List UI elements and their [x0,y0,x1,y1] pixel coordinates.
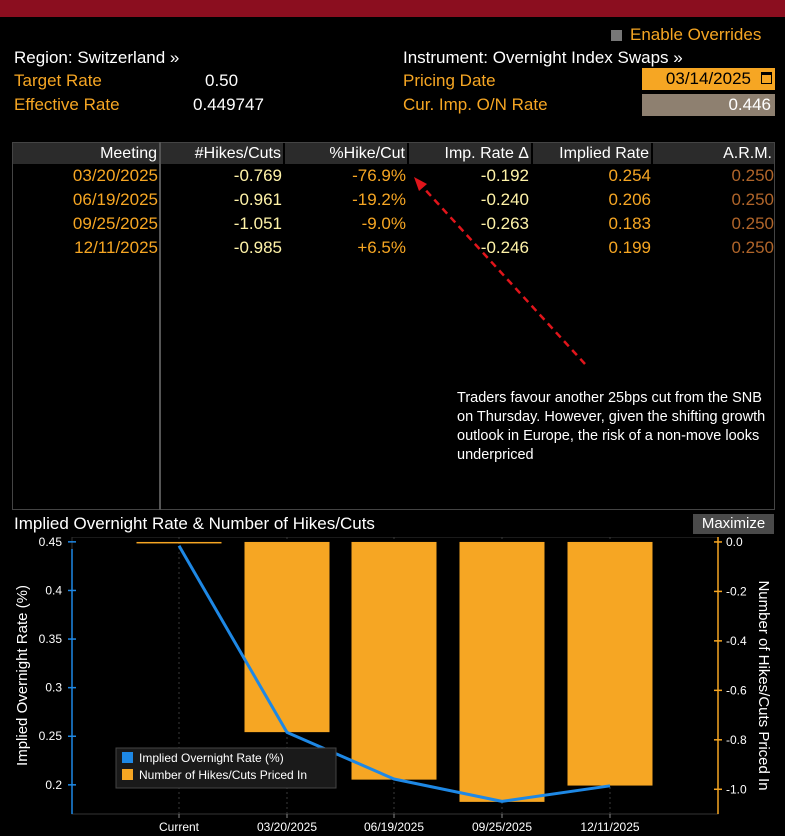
table-header-row: Meeting #Hikes/Cuts %Hike/Cut Imp. Rate … [13,143,774,164]
pricing-date-label: Pricing Date [403,71,496,90]
hikes-cuts-bar [136,541,222,544]
table-cell-implied: 0.206 [608,190,651,209]
right-tick-label: 0.0 [726,537,743,549]
left-tick-label: 0.2 [45,778,62,792]
table-cell-arm: 0.250 [731,214,774,233]
table-cell-pct: -19.2% [352,190,406,209]
hikes-cuts-bar [351,541,437,780]
col-implied-rate-header[interactable]: Implied Rate [533,143,651,164]
chart-legend [115,747,337,789]
column-divider [159,142,161,510]
table-cell-meeting[interactable]: 03/20/2025 [72,166,158,185]
right-tick-label: -0.2 [726,584,747,598]
instrument-selector[interactable]: Instrument: Overnight Index Swaps » [403,48,683,67]
enable-overrides-checkbox[interactable]: Enable Overrides [611,25,761,45]
table-cell-hikes: -0.769 [233,166,282,185]
region-selector[interactable]: Region: Switzerland » [14,48,180,67]
rate-chart: 0.45 0.4 0.35 0.3 0.25 0.2 0.0 -0.2 -0.4 -0.6 -0.8… [14,537,772,834]
table-cell-meeting[interactable]: 12/11/2025 [74,238,158,257]
left-axis-title: Implied Overnight Rate (%) [14,585,31,766]
x-tick-label: 12/11/2025 [580,820,639,834]
table-cell-meeting[interactable]: 09/25/2025 [72,214,158,233]
table-cell-meeting[interactable]: 06/19/2025 [72,190,158,209]
pricing-date-value: 03/14/2025 [665,69,751,88]
col-pct-hike-cut-header[interactable]: %Hike/Cut [285,143,407,164]
pricing-date-field[interactable]: 03/14/2025 [642,68,775,90]
effective-rate-value: 0.449747 [193,95,264,114]
x-tick-label: 09/25/2025 [472,820,532,834]
col-imp-rate-delta-header[interactable]: Imp. Rate Δ [409,143,531,164]
col-hikes-cuts-header[interactable]: #Hikes/Cuts [161,143,283,164]
x-tick-label: 03/20/2025 [257,820,317,834]
right-tick-label: -0.4 [726,634,747,648]
target-rate-value: 0.50 [205,71,239,90]
table-cell-arm: 0.250 [731,166,774,185]
right-tick-label: -0.8 [726,733,747,747]
table-cell-delta: -0.240 [480,190,529,209]
col-arm-header[interactable]: A.R.M. [653,143,774,164]
cur-imp-rate-field[interactable]: 0.446 [642,94,775,116]
table-cell-hikes: -0.985 [233,238,282,257]
hikes-cuts-bar [567,541,653,786]
table-cell-implied: 0.183 [608,214,651,233]
legend-label-rate: Implied Overnight Rate (%) [139,751,284,765]
right-axis-title: Number of Hikes/Cuts Priced In [755,580,772,790]
table-cell-pct: -9.0% [361,214,406,233]
table-cell-implied: 0.254 [608,166,651,185]
left-tick-label: 0.45 [39,537,63,549]
right-tick-label: -0.6 [726,683,747,697]
title-bar [0,0,785,17]
legend-swatch-rate [122,752,133,763]
annotation-text: Traders favour another 25bps cut from th… [457,390,766,463]
table-cell-delta: -0.246 [480,238,529,257]
maximize-button[interactable]: Maximize [693,514,774,534]
meetings-table [12,142,775,510]
left-tick-label: 0.35 [39,632,63,646]
table-cell-pct: +6.5% [357,238,406,257]
left-tick-label: 0.3 [45,681,62,695]
table-cell-delta: -0.192 [480,166,529,185]
table-cell-arm: 0.250 [731,190,774,209]
hikes-cuts-bar [244,541,330,733]
table-cell-implied: 0.199 [608,238,651,257]
col-meeting-header[interactable]: Meeting [13,143,159,164]
x-tick-label: 06/19/2025 [364,820,424,834]
right-tick-label: -1.0 [726,782,747,796]
table-cell-delta: -0.263 [480,214,529,233]
effective-rate-label: Effective Rate [14,95,120,114]
hikes-cuts-bar [459,541,545,802]
enable-overrides-label: Enable Overrides [630,25,762,44]
target-rate-label: Target Rate [14,71,102,90]
table-cell-arm: 0.250 [731,238,774,257]
table-cell-hikes: -0.961 [233,190,282,209]
table-cell-hikes: -1.051 [233,214,282,233]
table-cell-pct: -76.9% [352,166,406,185]
implied-rate-line [177,544,611,803]
chart-title: Implied Overnight Rate & Number of Hikes… [14,514,375,533]
left-tick-label: 0.4 [45,583,62,597]
legend-swatch-hikes [122,769,133,780]
legend-label-hikes: Number of Hikes/Cuts Priced In [139,768,307,782]
checkbox-icon[interactable] [611,30,622,41]
annotation-arrow [414,177,586,365]
left-tick-label: 0.25 [39,729,63,743]
x-tick-label: Current [159,820,200,834]
calendar-icon[interactable] [761,72,772,84]
cur-imp-rate-label: Cur. Imp. O/N Rate [403,95,548,114]
